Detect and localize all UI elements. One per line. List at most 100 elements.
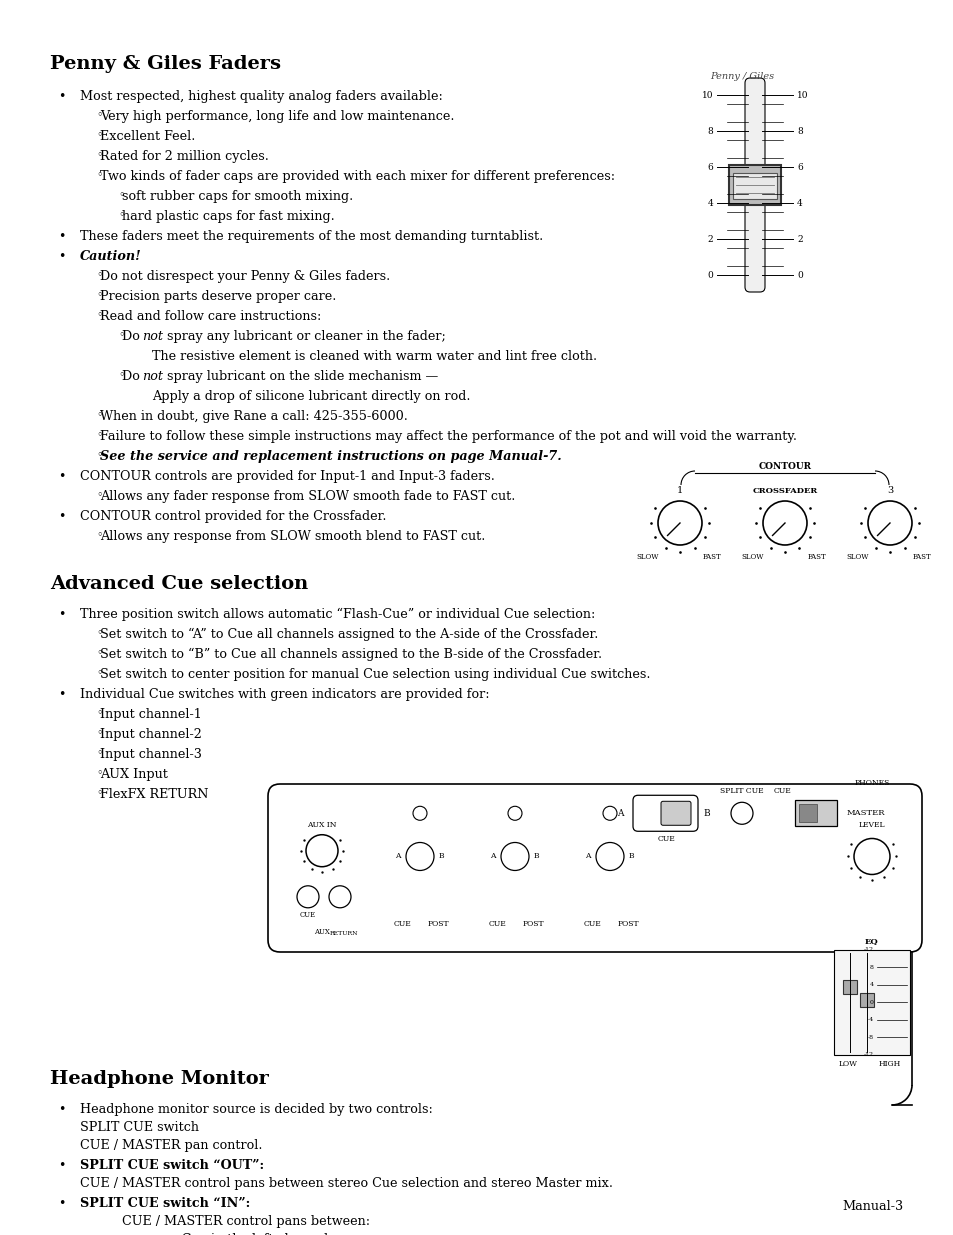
Text: AUX Input: AUX Input [100, 768, 168, 781]
Text: SPLIT CUE switch “OUT”:: SPLIT CUE switch “OUT”: [80, 1158, 264, 1172]
FancyBboxPatch shape [859, 993, 873, 1008]
Text: •: • [58, 510, 66, 522]
Text: HIGH: HIGH [878, 1060, 901, 1068]
FancyBboxPatch shape [268, 784, 921, 952]
Text: See the service and replacement instructions on page Manual-7.: See the service and replacement instruct… [100, 450, 561, 463]
Text: •: • [58, 608, 66, 621]
Text: ◦: ◦ [118, 190, 125, 200]
FancyBboxPatch shape [744, 78, 764, 291]
FancyBboxPatch shape [732, 173, 776, 199]
Text: CUE: CUE [488, 920, 505, 927]
Text: Penny / Giles: Penny / Giles [709, 72, 773, 82]
Text: •: • [58, 1158, 66, 1172]
Text: EQ: EQ [864, 937, 878, 945]
Text: SPLIT CUE: SPLIT CUE [720, 787, 763, 795]
Text: 10: 10 [700, 90, 712, 100]
Text: •: • [58, 230, 66, 243]
Text: 0: 0 [796, 270, 801, 279]
Text: mono-Cue in the left channel: mono-Cue in the left channel [142, 1233, 328, 1235]
Text: ◦: ◦ [96, 430, 103, 440]
Text: Set switch to “B” to Cue all channels assigned to the B-side of the Crossfader.: Set switch to “B” to Cue all channels as… [100, 648, 601, 661]
Text: CUE: CUE [657, 835, 674, 844]
Text: Headphone Monitor: Headphone Monitor [50, 1070, 269, 1088]
Text: •: • [58, 471, 66, 483]
Text: Apply a drop of silicone lubricant directly on rod.: Apply a drop of silicone lubricant direc… [152, 390, 470, 403]
Text: FAST: FAST [912, 553, 930, 561]
Text: SPLIT CUE switch: SPLIT CUE switch [80, 1121, 199, 1134]
Text: The resistive element is cleaned with warm water and lint free cloth.: The resistive element is cleaned with wa… [152, 350, 597, 363]
Text: CONTOUR control provided for the Crossfader.: CONTOUR control provided for the Crossfa… [80, 510, 386, 522]
Text: 4: 4 [869, 983, 873, 988]
Text: not: not [142, 370, 163, 383]
Text: 8: 8 [706, 126, 712, 136]
FancyBboxPatch shape [833, 950, 909, 1055]
Text: LEVEL: LEVEL [858, 821, 884, 829]
Text: -8: -8 [867, 1035, 873, 1040]
Text: PHONES: PHONES [854, 779, 889, 788]
Text: B: B [702, 809, 709, 818]
Text: Excellent Feel.: Excellent Feel. [100, 130, 195, 143]
Text: SPLIT CUE switch “IN”:: SPLIT CUE switch “IN”: [80, 1197, 250, 1210]
Text: not: not [142, 330, 163, 343]
Text: 8: 8 [796, 126, 801, 136]
Text: •: • [58, 249, 66, 263]
Text: CUE / MASTER pan control.: CUE / MASTER pan control. [80, 1139, 262, 1152]
Text: 0: 0 [706, 270, 712, 279]
Text: ◦: ◦ [96, 727, 103, 739]
Text: ◦: ◦ [96, 290, 103, 300]
Text: SLOW: SLOW [741, 553, 763, 561]
Text: spray lubricant on the slide mechanism —: spray lubricant on the slide mechanism — [163, 370, 437, 383]
Text: •: • [58, 688, 66, 701]
Text: 6: 6 [706, 163, 712, 172]
Text: hard plastic caps for fast mixing.: hard plastic caps for fast mixing. [122, 210, 335, 224]
Text: FAST: FAST [807, 553, 825, 561]
Text: •: • [58, 1197, 66, 1210]
FancyBboxPatch shape [794, 800, 836, 826]
Text: 6: 6 [796, 163, 801, 172]
FancyBboxPatch shape [660, 802, 690, 825]
Text: Very high performance, long life and low maintenance.: Very high performance, long life and low… [100, 110, 454, 124]
Text: B: B [628, 852, 634, 861]
Text: spray any lubricant or cleaner in the fader;: spray any lubricant or cleaner in the fa… [163, 330, 445, 343]
Text: ◦: ◦ [96, 629, 103, 638]
Text: Input channel-2: Input channel-2 [100, 727, 202, 741]
Text: CUE / MASTER control pans between stereo Cue selection and stereo Master mix.: CUE / MASTER control pans between stereo… [80, 1177, 613, 1191]
Text: ◦: ◦ [96, 768, 103, 778]
Text: ◦: ◦ [96, 310, 103, 320]
Text: 10: 10 [796, 90, 807, 100]
Text: ◦: ◦ [118, 210, 125, 220]
Text: Most respected, highest quality analog faders available:: Most respected, highest quality analog f… [80, 90, 442, 103]
Text: LOW: LOW [838, 1060, 857, 1068]
Text: RETURN: RETURN [330, 931, 358, 936]
Text: ◦: ◦ [96, 648, 103, 658]
FancyBboxPatch shape [799, 804, 816, 823]
Text: 2: 2 [796, 235, 801, 243]
Text: Failure to follow these simple instructions may affect the performance of the po: Failure to follow these simple instructi… [100, 430, 796, 443]
Text: Set switch to center position for manual Cue selection using individual Cue swit: Set switch to center position for manual… [100, 668, 650, 680]
Text: ◦: ◦ [96, 410, 103, 420]
Text: ◦: ◦ [118, 370, 125, 380]
Text: ◦: ◦ [96, 270, 103, 280]
Text: ◦: ◦ [96, 748, 103, 758]
Text: Allows any fader response from SLOW smooth fade to FAST cut.: Allows any fader response from SLOW smoo… [100, 490, 515, 503]
Text: AUX IN: AUX IN [307, 821, 336, 829]
Text: -4: -4 [867, 1018, 873, 1023]
Text: ◦: ◦ [96, 668, 103, 678]
Text: Rated for 2 million cycles.: Rated for 2 million cycles. [100, 149, 269, 163]
Text: CUE: CUE [299, 910, 315, 919]
Text: POST: POST [521, 920, 543, 927]
Text: ◦: ◦ [96, 788, 103, 798]
FancyBboxPatch shape [728, 165, 781, 205]
Text: •: • [58, 1103, 66, 1116]
Text: A: A [490, 852, 496, 861]
Text: Input channel-3: Input channel-3 [100, 748, 202, 761]
Text: A: A [585, 852, 590, 861]
Text: Set switch to “A” to Cue all channels assigned to the A-side of the Crossfader.: Set switch to “A” to Cue all channels as… [100, 629, 598, 641]
Text: POST: POST [617, 920, 639, 927]
Text: MASTER: MASTER [846, 809, 884, 818]
Text: Precision parts deserve proper care.: Precision parts deserve proper care. [100, 290, 336, 303]
Text: ◦: ◦ [96, 149, 103, 161]
Text: Read and follow care instructions:: Read and follow care instructions: [100, 310, 321, 324]
Text: ◦: ◦ [118, 330, 125, 340]
Text: Penny & Giles Faders: Penny & Giles Faders [50, 56, 281, 73]
